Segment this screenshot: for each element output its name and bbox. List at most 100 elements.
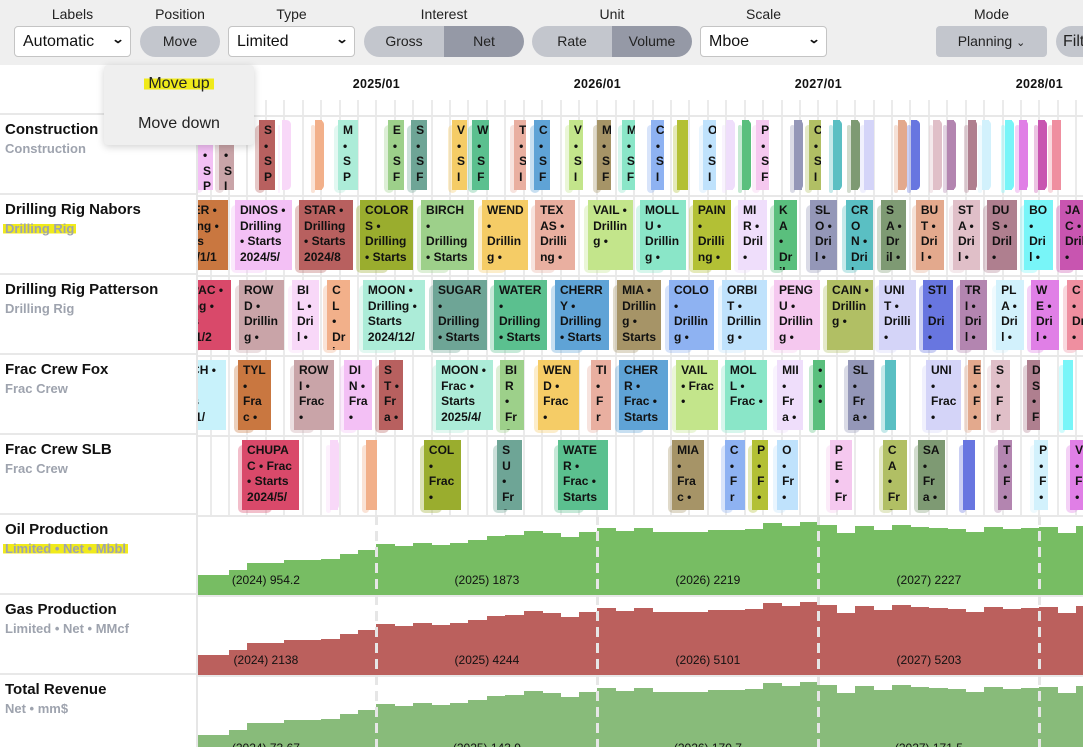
gantt-card[interactable]: E • F • [964, 360, 982, 433]
gantt-card[interactable]: UNI • Frac • [922, 360, 961, 433]
labels-select[interactable]: Automatic ⌄ [14, 26, 131, 57]
gantt-card[interactable]: SU • Fra • [493, 440, 523, 513]
gantt-card[interactable]: WEND • Drilling • [478, 200, 528, 273]
gantt-card[interactable]: O • Fr • [773, 440, 799, 513]
gantt-card[interactable]: BIRCH • Drilling • Starts [417, 200, 475, 273]
gantt-card[interactable]: ORBIT • Drilling • [718, 280, 768, 353]
gantt-card[interactable] [958, 440, 975, 513]
gantt-card[interactable]: C • Fr • [720, 440, 746, 513]
gantt-card[interactable] [361, 440, 378, 513]
gantt-card[interactable]: SA • Dril • [876, 200, 906, 273]
gantt-card[interactable] [907, 120, 920, 193]
interest-gross-option[interactable]: Gross [364, 26, 444, 57]
gantt-card[interactable]: ROWD • Drilling • [234, 280, 285, 353]
gantt-card[interactable]: D S • F [1023, 360, 1041, 433]
gantt-card[interactable] [310, 120, 324, 193]
gantt-card[interactable]: RANCH • Frac • Starts 2024/1/ [198, 360, 226, 430]
gantt-card[interactable]: DUS • Dril • [983, 200, 1018, 273]
gantt-card[interactable]: TYLER • Drilling • Starts 2024/1/1 [198, 200, 229, 273]
gantt-card[interactable] [1059, 360, 1073, 433]
gantt-card[interactable]: T • SI [510, 120, 526, 193]
gantt-card[interactable]: CHUPAC • Frac • Starts 2024/5/ [238, 440, 300, 513]
gantt-card[interactable]: SLO • Dril • [806, 200, 837, 273]
gantt-card[interactable] [894, 120, 907, 193]
gantt-card[interactable]: MIA • Drilling • Starts [613, 280, 662, 353]
gantt-card[interactable]: SL • Fra • [843, 360, 875, 433]
gantt-card[interactable] [928, 120, 942, 193]
gantt-card[interactable]: JAC • Dril • [1055, 200, 1083, 273]
gantt-card[interactable]: SUGAR • Drilling • Starts [428, 280, 487, 353]
gantt-card[interactable]: SA • Fra • [913, 440, 946, 513]
gantt-card[interactable]: VAIL • Frac • [672, 360, 719, 433]
gantt-card[interactable] [943, 120, 957, 193]
gantt-card[interactable]: WATER • Frac • Starts [554, 440, 608, 513]
gantt-card[interactable]: CA • Fra • [878, 440, 907, 513]
gantt-card[interactable]: P • F • [748, 440, 769, 513]
gantt-card[interactable]: MOLL • Frac • [720, 360, 768, 433]
gantt-card[interactable]: CAIN • Drilling • [823, 280, 873, 353]
gantt-card[interactable]: DIN • Fra • [339, 360, 372, 433]
gantt-card[interactable]: S • Fr • [987, 360, 1010, 433]
gantt-card[interactable]: CHERRY • Drilling • Starts [550, 280, 609, 353]
gantt-card[interactable]: P • SF [752, 120, 770, 193]
interest-net-option[interactable]: Net [444, 26, 524, 57]
menu-item-move-up[interactable]: Move up [104, 75, 254, 93]
gantt-card[interactable]: CL • Dri • [323, 280, 350, 353]
gantt-card[interactable]: CHUPAC • Drilling • Starts 2024/1/2 [198, 280, 231, 353]
gantt-card[interactable]: TRI • Dril • [955, 280, 987, 353]
gantt-card[interactable]: BUT • Dril • [911, 200, 944, 273]
gantt-card[interactable]: PENGU • Drilling • [769, 280, 820, 353]
gantt-card[interactable]: VAIL • Drilling • [584, 200, 633, 273]
filters-button[interactable]: Filters [1056, 26, 1083, 57]
gantt-card[interactable]: V • SI [564, 120, 584, 193]
gantt-card[interactable]: E • SF [383, 120, 405, 193]
gantt-card[interactable]: COLORS • Drilling • Starts [356, 200, 414, 273]
gantt-card[interactable]: UNIT • Drilli • [874, 280, 916, 353]
gantt-card[interactable]: M • SF [617, 120, 635, 193]
gantt-card[interactable]: STA • Dril • [948, 200, 980, 273]
gantt-card[interactable] [1047, 120, 1062, 193]
gantt-card[interactable]: BIL • Dril • [287, 280, 319, 353]
gantt-card[interactable]: BO • Dril • [1020, 200, 1054, 273]
scale-select[interactable]: Mboe ⌄ [700, 26, 827, 57]
gantt-card[interactable]: BIR • Fra • [495, 360, 525, 433]
gantt-card[interactable]: ST • Fra • [375, 360, 403, 433]
gantt-card[interactable]: MOON • Drilling • Starts 2024/12/ [358, 280, 425, 353]
gantt-card[interactable]: COL • Frac • [419, 440, 462, 513]
gantt-card[interactable] [846, 120, 860, 193]
type-select[interactable]: Limited ⌄ [228, 26, 355, 57]
gantt-card[interactable]: M • SP [333, 120, 359, 193]
gantt-card[interactable] [1034, 120, 1048, 193]
gantt-card[interactable] [1015, 120, 1029, 193]
gantt-card[interactable] [790, 120, 804, 193]
gantt-card[interactable] [326, 440, 339, 513]
gantt-card[interactable]: DINOS • Drilling • Starts 2024/5/ [230, 200, 292, 273]
gantt-card[interactable] [859, 120, 875, 193]
gantt-card[interactable]: MIR • Dril • [733, 200, 768, 273]
unit-rate-option[interactable]: Rate [532, 26, 612, 57]
gantt-card[interactable]: S • SF [407, 120, 427, 193]
gantt-card[interactable]: • • • [809, 360, 826, 433]
move-button[interactable]: Move [140, 26, 220, 57]
gantt-card[interactable] [737, 120, 751, 193]
gantt-card[interactable] [964, 120, 978, 193]
gantt-card[interactable]: ROWI • Frac • [289, 360, 334, 433]
gantt-card[interactable] [672, 120, 688, 193]
gantt-card[interactable]: T • F • [994, 440, 1012, 513]
gantt-card[interactable]: KA • Dril • [769, 200, 797, 273]
gantt-card[interactable]: M • SF [592, 120, 612, 193]
gantt-card[interactable]: W • SF [468, 120, 490, 193]
gantt-card[interactable] [828, 120, 842, 193]
gantt-card[interactable]: C • Dr • [1063, 280, 1083, 353]
gantt-card[interactable]: PAIN • Drilling • [688, 200, 731, 273]
gantt-card[interactable] [1001, 120, 1015, 193]
gantt-card[interactable]: CRON • Dril • [842, 200, 873, 273]
gantt-card[interactable]: S • SP [255, 120, 275, 193]
gantt-card[interactable]: TYL • Frac • [234, 360, 271, 433]
gantt-card[interactable]: STI • Dri • [918, 280, 953, 353]
menu-item-move-down[interactable]: Move down [138, 115, 220, 132]
gantt-card[interactable]: TEXAS • Drilling • [531, 200, 576, 273]
gantt-card[interactable]: CHERR • Frac • Starts [615, 360, 668, 433]
gantt-card[interactable]: P • F • [1030, 440, 1049, 513]
gantt-card[interactable]: C • SI [646, 120, 664, 193]
